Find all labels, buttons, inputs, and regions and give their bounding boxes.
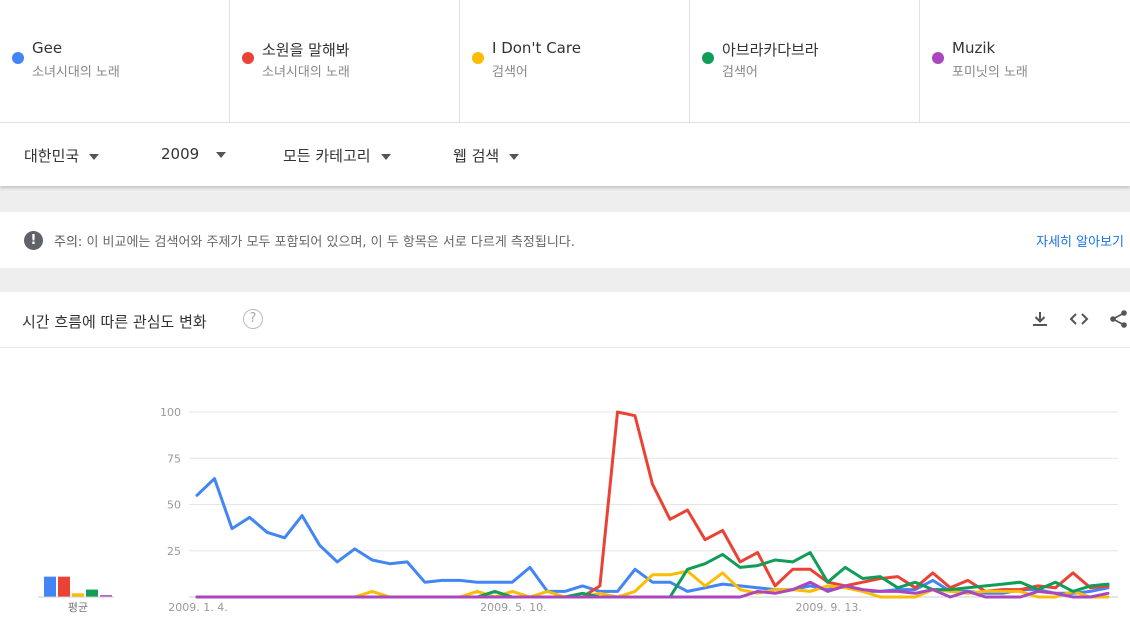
interest-over-time-card: 시간 흐름에 따른 관심도 변화 ? 100 75 50 25 2009. 1. 4. 2… [0, 292, 1130, 619]
average-bar-4 [86, 589, 98, 597]
term-color-dot [12, 52, 24, 64]
chevron-down-icon [380, 153, 391, 160]
term-color-dot [242, 52, 254, 64]
term-name: Muzik [952, 39, 996, 57]
interest-chart: 100 75 50 25 2009. 1. 4. 2009. 5. 10. 2009. 9.… [38, 406, 1118, 614]
average-bar-2 [58, 576, 70, 597]
term-color-dot [472, 52, 484, 64]
notice-label: 주의: [54, 235, 83, 250]
term-5[interactable]: Muzik 포미닛의 노래 [919, 0, 1130, 122]
download-icon[interactable] [1030, 309, 1050, 329]
y-tick-label: 25 [167, 545, 181, 558]
question-circle-icon[interactable]: ? [243, 309, 263, 329]
embed-code-icon[interactable] [1069, 309, 1089, 329]
term-1[interactable]: Gee 소녀시대의 노래 [0, 0, 229, 122]
term-name: 소원을 말해봐 [262, 41, 350, 59]
term-name: Gee [32, 39, 63, 57]
x-tick-label: 2009. 9. 13. [795, 601, 861, 614]
average-bar-1 [44, 576, 56, 597]
term-name: I Don't Care [492, 39, 581, 57]
y-tick-label: 75 [167, 452, 181, 465]
term-type: 소녀시대의 노래 [32, 65, 120, 80]
notice-text: 주의: 이 비교에는 검색어와 주제가 모두 포함되어 있으며, 이 두 항목은… [54, 231, 575, 250]
chevron-down-icon [89, 153, 100, 160]
y-tick-label: 50 [167, 499, 181, 512]
period-filter-label: 2009 [161, 145, 200, 163]
card-divider [0, 347, 1130, 348]
average-bar-5 [100, 595, 112, 597]
series-line-5 [195, 580, 1110, 599]
period-filter[interactable]: 2009 [161, 145, 227, 163]
y-tick-label: 100 [160, 406, 181, 419]
region-filter-label: 대한민국 [24, 147, 80, 165]
term-color-dot [932, 52, 944, 64]
x-tick-label: 2009. 1. 4. [168, 601, 227, 614]
category-filter[interactable]: 모든 카테고리 [283, 145, 391, 166]
term-type: 포미닛의 노래 [952, 65, 1028, 80]
chevron-down-icon [216, 151, 227, 158]
search-type-filter-label: 웹 검색 [453, 147, 500, 165]
average-bar-3 [72, 593, 84, 597]
term-type: 검색어 [722, 65, 758, 80]
average-label: 평균 [68, 601, 88, 614]
x-tick-label: 2009. 5. 10. [480, 601, 546, 614]
term-type: 소녀시대의 노래 [262, 65, 350, 80]
comparison-notice: ! 주의: 이 비교에는 검색어와 주제가 모두 포함되어 있으며, 이 두 항… [0, 212, 1130, 268]
warning-icon: ! [24, 231, 43, 250]
term-3[interactable]: I Don't Care 검색어 [459, 0, 689, 122]
comparison-terms: Gee 소녀시대의 노래 소원을 말해봐 소녀시대의 노래 I Don't Care 검색… [0, 0, 1130, 123]
chart-card-title: 시간 흐름에 따른 관심도 변화 [22, 313, 207, 331]
term-type: 검색어 [492, 65, 528, 80]
notice-body: 이 비교에는 검색어와 주제가 모두 포함되어 있으며, 이 두 항목은 서로 … [86, 235, 575, 250]
filter-bar: 대한민국 2009 모든 카테고리 웹 검색 [0, 123, 1130, 186]
learn-more-link[interactable]: 자세히 알아보기 [1036, 235, 1124, 250]
term-color-dot [702, 52, 714, 64]
search-type-filter[interactable]: 웹 검색 [453, 145, 520, 166]
chevron-down-icon [509, 153, 520, 160]
category-filter-label: 모든 카테고리 [283, 147, 371, 165]
share-icon[interactable] [1109, 309, 1129, 329]
region-filter[interactable]: 대한민국 [24, 145, 100, 166]
term-name: 아브라카다브라 [722, 41, 819, 59]
